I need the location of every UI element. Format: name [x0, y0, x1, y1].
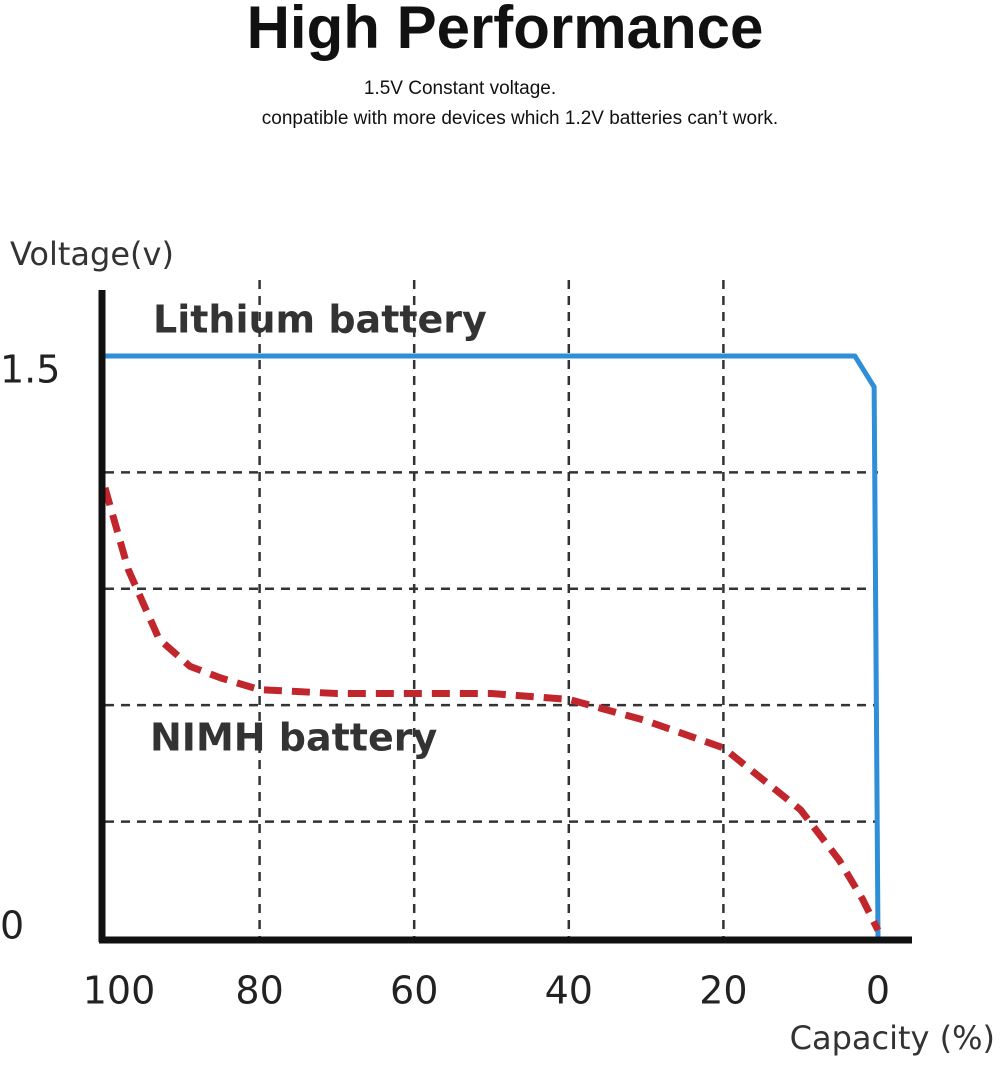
- series-line: [101, 486, 882, 932]
- x-tick-label: 40: [545, 969, 593, 1013]
- y-axis-label: Voltage(v): [10, 235, 174, 273]
- x-tick-label: 80: [235, 969, 283, 1013]
- chart-title: High Performance: [247, 0, 764, 61]
- x-axis-label: Capacity (%): [790, 1019, 995, 1057]
- series-line: [102, 353, 881, 941]
- subtitle: conpatible with more devices which 1.2V …: [262, 108, 778, 129]
- x-tick-label: 100: [83, 969, 156, 1013]
- series-label: NIMH battery: [150, 716, 437, 760]
- series-label: Lithium battery: [153, 298, 487, 342]
- x-tick-label: 20: [699, 969, 747, 1013]
- y-tick-label: 0: [0, 904, 24, 948]
- subtitle: 1.5V Constant voltage.: [364, 78, 556, 99]
- x-tick-label: 60: [390, 969, 438, 1013]
- y-tick-label: 1.5: [0, 347, 60, 391]
- x-tick-label: 0: [866, 969, 890, 1013]
